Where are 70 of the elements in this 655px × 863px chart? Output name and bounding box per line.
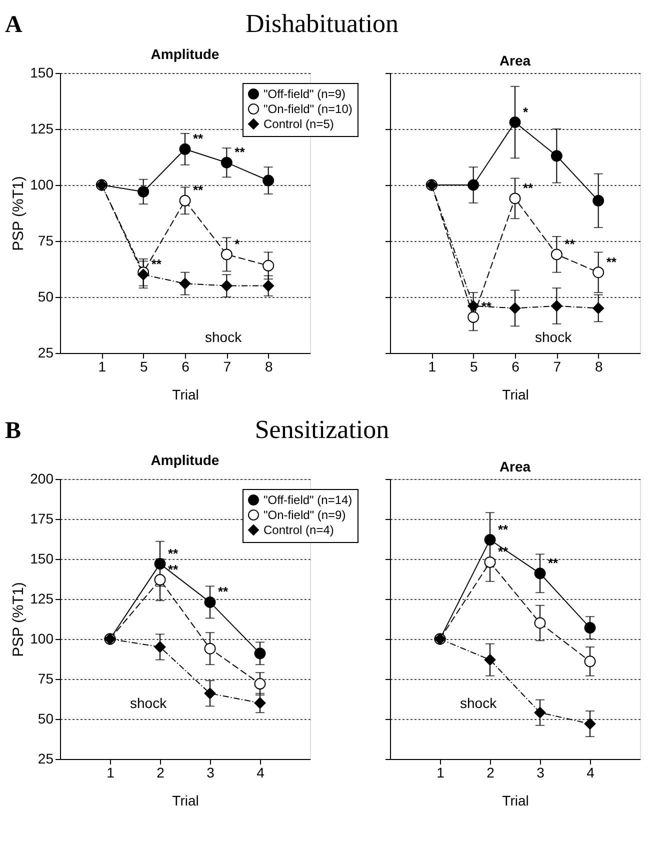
x-tick-label: 1 [98,358,106,374]
x-tick-label: 6 [512,358,520,374]
x-tick-label: 1 [436,764,445,780]
legend-label: "On-field" (n=10) [264,102,352,116]
x-tick-label: 8 [264,358,273,374]
annotation: ** [193,182,204,198]
x-tick-label: 4 [586,764,595,780]
legend-label: "On-field" (n=9) [264,508,346,522]
y-axis-title: PSP (%T1) [10,176,28,251]
annotation: shock [130,695,168,711]
x-tick-label: 3 [206,764,215,780]
annotation: * [523,104,529,120]
x-tick-label: 5 [140,358,148,374]
annotation: shock [535,329,573,345]
annotation: * [234,236,241,252]
x-tick-label: 2 [486,764,495,780]
x-tick-label: 6 [182,358,190,374]
text: B [5,418,22,444]
annotation: ** [168,546,180,561]
x-tick-label: 1 [106,764,115,780]
annotation: ** [498,522,510,537]
annotation: ** [523,180,534,196]
y-tick-label: 100 [30,630,54,646]
chart-title: Area [499,458,531,474]
y-axis-title: PSP (%T1) [10,582,28,657]
x-axis-title: Trial [502,792,529,808]
y-tick-label: 100 [30,176,54,192]
legend-label: Control (n=4) [264,523,334,537]
x-axis-title: Trial [172,386,199,402]
y-tick-label: 75 [38,232,54,248]
chart-title: Amplitude [150,46,220,62]
x-tick-label: 3 [536,764,545,780]
y-tick-label: 125 [30,120,54,136]
text: A [5,12,23,38]
y-tick-label: 25 [38,344,54,360]
y-tick-label: 175 [30,510,54,526]
y-tick-label: 150 [30,550,54,566]
y-tick-label: 125 [30,590,54,606]
y-tick-label: 75 [38,670,54,686]
y-tick-label: 25 [38,750,54,766]
annotation: ** [151,256,162,272]
x-tick-label: 5 [470,358,478,374]
annotation: ** [234,144,246,160]
x-axis-title: Trial [502,386,529,402]
x-tick-label: 4 [256,764,265,780]
annotation: ** [606,254,618,270]
x-tick-label: 1 [428,358,436,374]
annotation: ** [564,236,576,252]
text: Dishabituation [245,9,399,38]
y-tick-label: 50 [38,288,54,304]
annotation: ** [168,562,180,577]
y-tick-label: 200 [30,470,54,486]
legend-label: "Off-field" (n=9) [264,87,346,101]
annotation: shock [205,329,243,345]
text: Sensitization [254,415,390,444]
annotation: ** [218,584,230,600]
y-tick-label: 150 [30,64,54,80]
legend-label: Control (n=5) [264,117,334,131]
annotation: ** [193,131,204,146]
chart-title: Amplitude [150,452,220,468]
x-tick-label: 8 [594,358,603,374]
annotation: ** [548,555,560,570]
legend-label: "Off-field" (n=14) [264,493,352,507]
x-axis-title: Trial [172,792,199,808]
x-tick-label: 2 [156,764,165,780]
y-tick-label: 50 [38,710,54,726]
annotation: shock [460,695,498,711]
chart-title: Area [499,52,531,68]
x-tick-label: 7 [223,358,232,374]
x-tick-label: 7 [553,358,562,374]
